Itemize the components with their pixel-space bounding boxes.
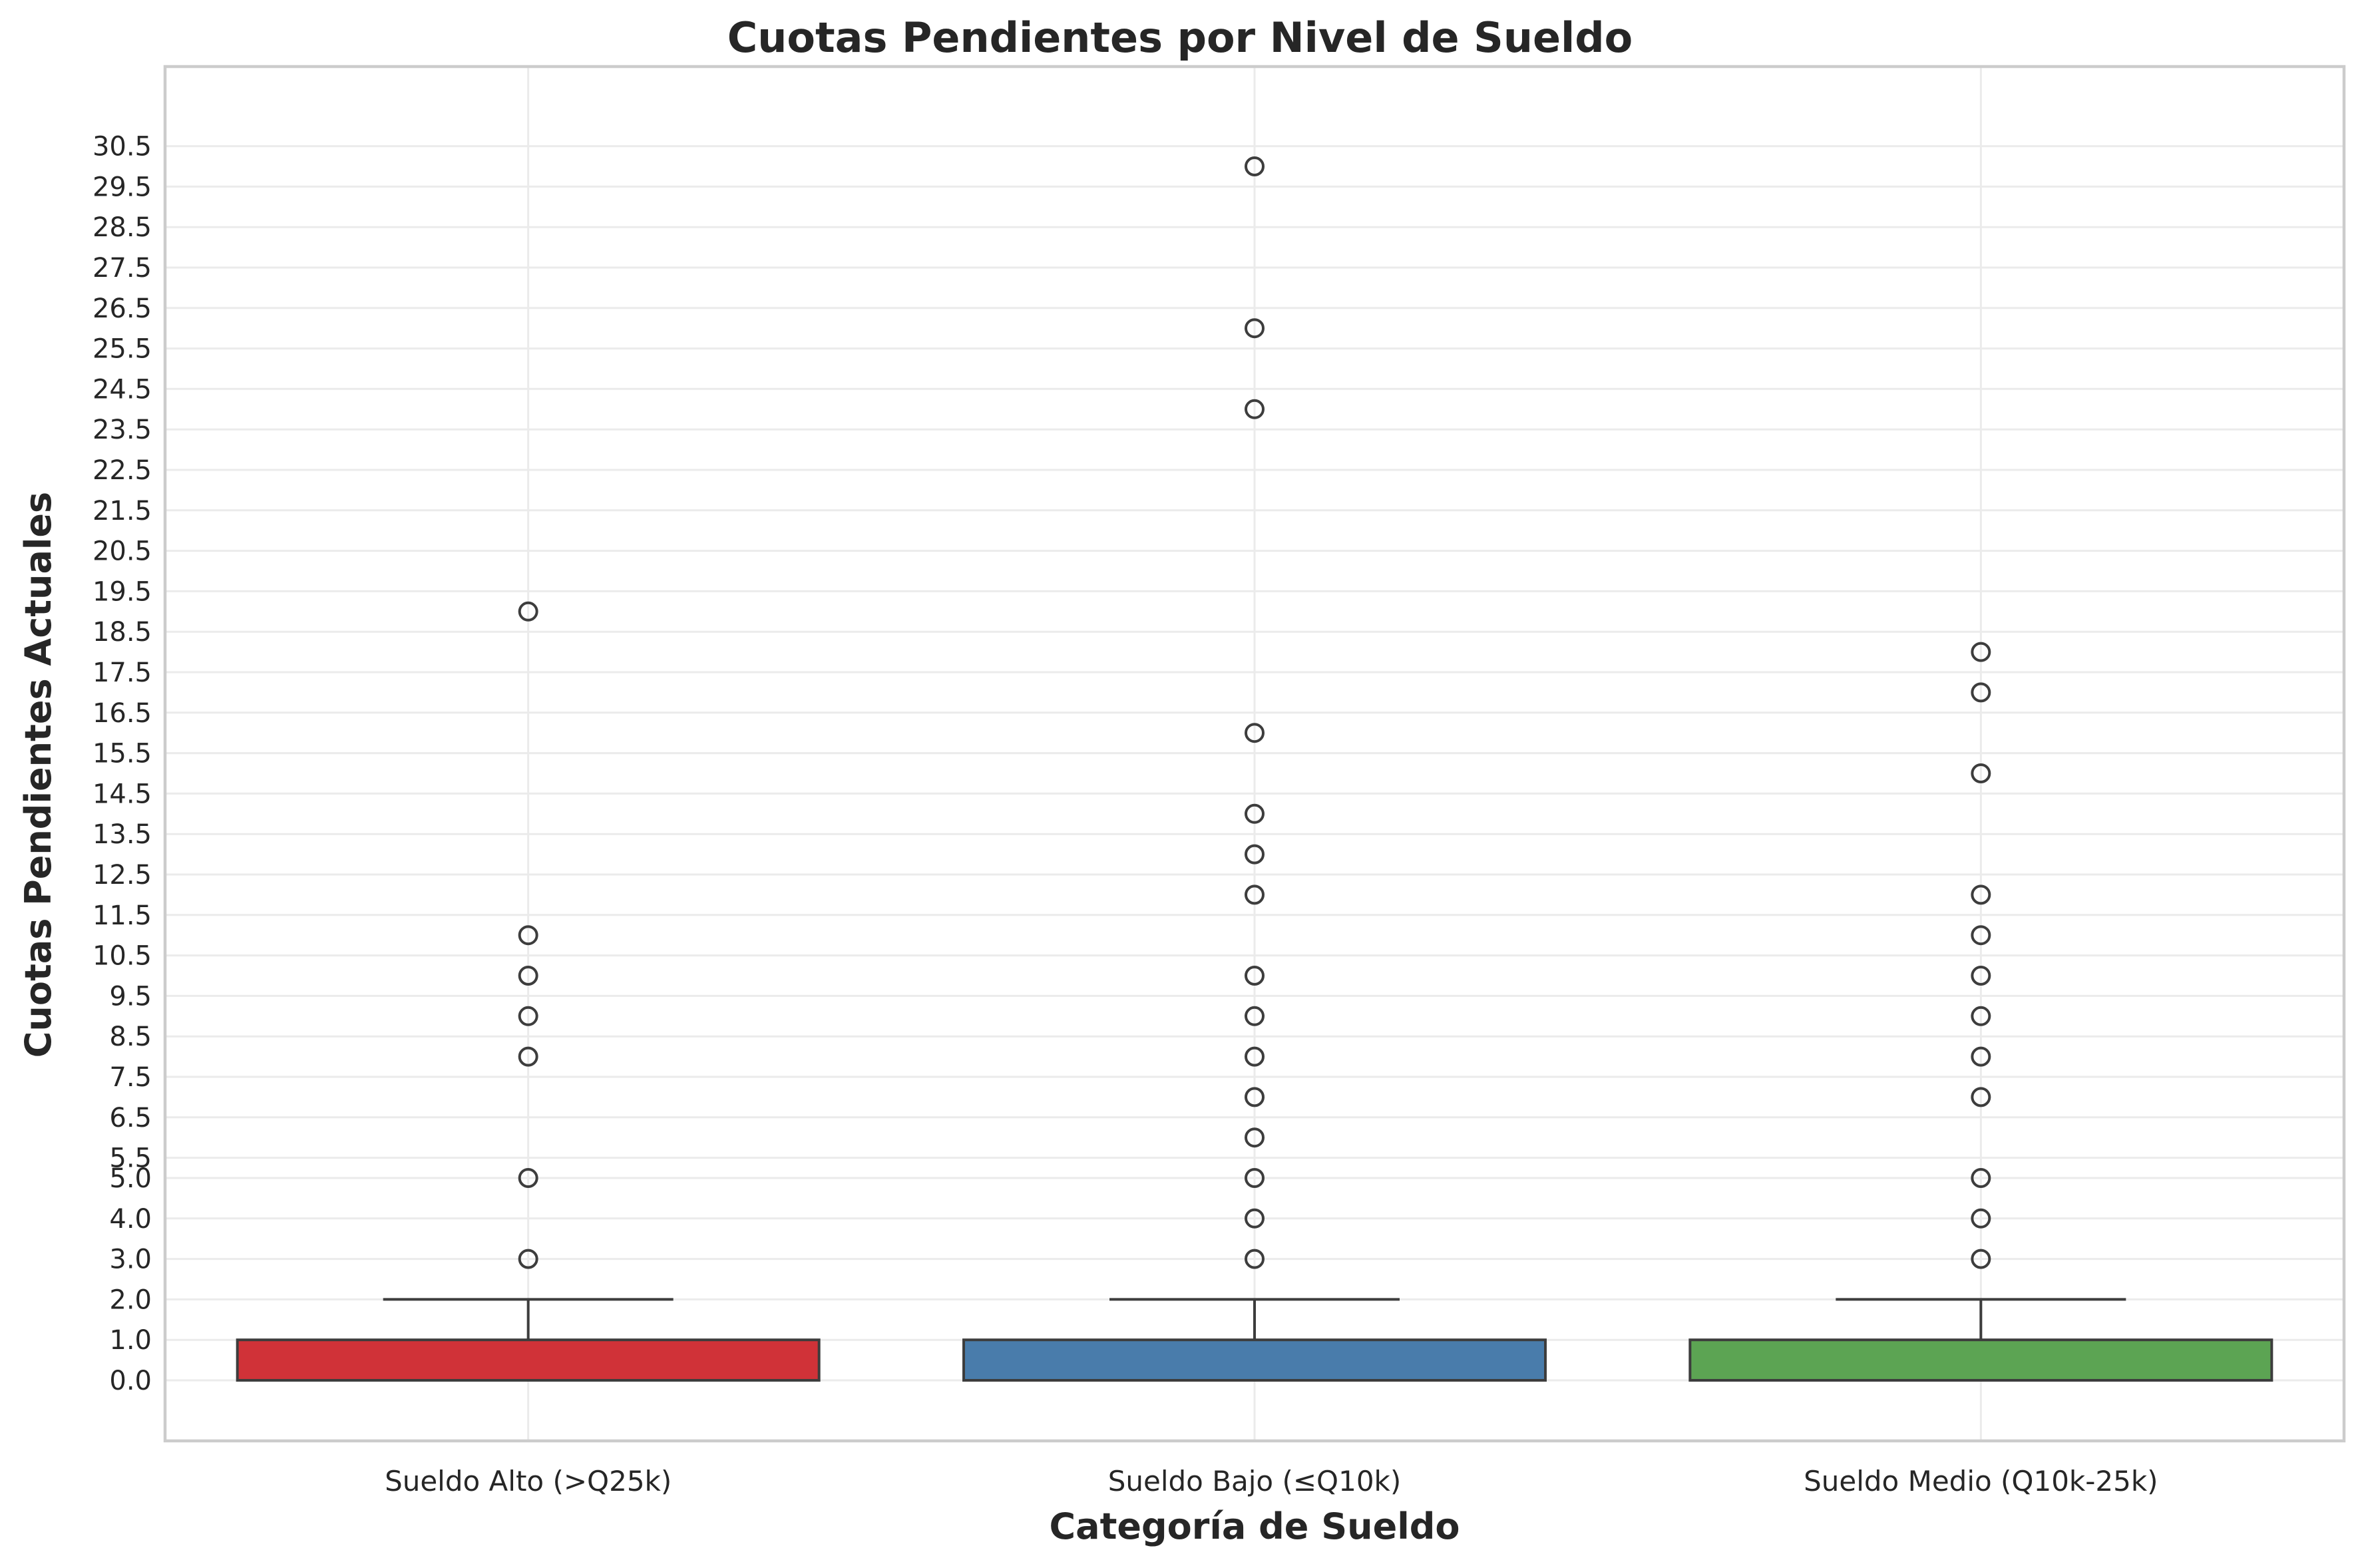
y-tick-label: 23.5 bbox=[93, 415, 152, 445]
outlier-point bbox=[518, 1046, 538, 1067]
outlier-point bbox=[1245, 156, 1265, 176]
y-tick-label: 17.5 bbox=[93, 658, 152, 688]
outlier-point bbox=[1971, 966, 1991, 986]
outlier-point bbox=[1971, 1168, 1991, 1188]
outlier-point bbox=[1971, 1046, 1991, 1067]
boxes-layer bbox=[236, 1298, 2273, 1382]
y-tick-label: 5.0 bbox=[109, 1163, 152, 1194]
y-tick-label: 15.5 bbox=[93, 739, 152, 769]
y-tick-label: 18.5 bbox=[93, 617, 152, 648]
y-tick-label: 11.5 bbox=[93, 900, 152, 931]
outlier-point bbox=[1971, 682, 1991, 703]
outlier-point bbox=[1245, 884, 1265, 905]
outlier-point bbox=[518, 1168, 538, 1188]
y-tick-label: 3.0 bbox=[109, 1245, 152, 1275]
y-tick-label: 29.5 bbox=[93, 172, 152, 202]
grid-lines bbox=[165, 67, 2344, 1441]
x-axis-ticks: Sueldo Alto (>Q25k) Sueldo Bajo (≤Q10k) Su… bbox=[385, 1465, 2158, 1497]
y-tick-label: 0.0 bbox=[109, 1366, 152, 1396]
y-tick-label: 26.5 bbox=[93, 294, 152, 324]
y-tick-label: 8.5 bbox=[109, 1022, 152, 1052]
outlier-point bbox=[1245, 1249, 1265, 1269]
y-axis-title: Cuotas Pendientes Actuales bbox=[17, 492, 59, 1058]
outlier-point bbox=[1245, 844, 1265, 865]
outlier-point bbox=[518, 966, 538, 986]
y-tick-label: 10.5 bbox=[93, 941, 152, 972]
y-tick-label: 9.5 bbox=[109, 981, 152, 1012]
outlier-point bbox=[1245, 1006, 1265, 1026]
y-tick-label: 4.0 bbox=[109, 1204, 152, 1235]
y-tick-label: 12.5 bbox=[93, 860, 152, 890]
y-tick-label: 13.5 bbox=[93, 819, 152, 850]
box-3 bbox=[1688, 1338, 2273, 1382]
outlier-point bbox=[1971, 1208, 1991, 1229]
outlier-point bbox=[1245, 803, 1265, 824]
y-tick-label: 28.5 bbox=[93, 212, 152, 243]
outlier-point bbox=[518, 925, 538, 946]
y-tick-label: 14.5 bbox=[93, 779, 152, 809]
x-tick-label: Sueldo Alto (>Q25k) bbox=[385, 1465, 672, 1497]
outlier-point bbox=[1245, 1208, 1265, 1229]
y-tick-label: 1.0 bbox=[109, 1325, 152, 1356]
plot-frame bbox=[163, 65, 2346, 1443]
y-tick-label: 2.0 bbox=[109, 1284, 152, 1315]
outliers-layer bbox=[518, 156, 1991, 1269]
y-tick-label: 25.5 bbox=[93, 334, 152, 365]
outlier-point bbox=[518, 601, 538, 622]
y-axis-ticks: 0.0 1.0 2.0 3.0 4.0 5.05.5 6.5 7.5 8.5 9.5 10.5 11.… bbox=[93, 132, 152, 1396]
outlier-point bbox=[1971, 1249, 1991, 1269]
box-1 bbox=[236, 1338, 821, 1382]
y-tick-label: 7.5 bbox=[109, 1062, 152, 1093]
outlier-point bbox=[1245, 318, 1265, 339]
outlier-point bbox=[1245, 1046, 1265, 1067]
y-tick-label: 22.5 bbox=[93, 455, 152, 486]
outlier-point bbox=[1971, 1087, 1991, 1107]
y-tick-label: 5.5 bbox=[109, 1143, 152, 1174]
outlier-point bbox=[1245, 1127, 1265, 1148]
box-2 bbox=[962, 1338, 1547, 1382]
outlier-point bbox=[518, 1249, 538, 1269]
y-tick-label: 27.5 bbox=[93, 253, 152, 284]
y-tick-label: 20.5 bbox=[93, 536, 152, 567]
y-tick-label: 19.5 bbox=[93, 576, 152, 607]
outlier-point bbox=[1245, 966, 1265, 986]
x-tick-label: Sueldo Bajo (≤Q10k) bbox=[1108, 1465, 1402, 1497]
outlier-point bbox=[1971, 1006, 1991, 1026]
y-tick-label: 21.5 bbox=[93, 496, 152, 526]
x-tick-label: Sueldo Medio (Q10k-25k) bbox=[1804, 1465, 2158, 1497]
outlier-point bbox=[1971, 763, 1991, 783]
x-axis-title: Categoría de Sueldo bbox=[1050, 1505, 1460, 1547]
y-tick-label: 30.5 bbox=[93, 132, 152, 162]
outlier-point bbox=[1971, 884, 1991, 905]
y-tick-label: 24.5 bbox=[93, 374, 152, 405]
outlier-point bbox=[1245, 399, 1265, 419]
outlier-point bbox=[518, 1006, 538, 1026]
outlier-point bbox=[1971, 925, 1991, 946]
outlier-point bbox=[1245, 1087, 1265, 1107]
chart-title: Cuotas Pendientes por Nivel de Sueldo bbox=[727, 13, 1633, 62]
y-tick-label: 6.5 bbox=[109, 1103, 152, 1133]
y-tick-label: 16.5 bbox=[93, 698, 152, 729]
outlier-point bbox=[1245, 1168, 1265, 1188]
outlier-point bbox=[1245, 723, 1265, 743]
outlier-point bbox=[1971, 642, 1991, 662]
